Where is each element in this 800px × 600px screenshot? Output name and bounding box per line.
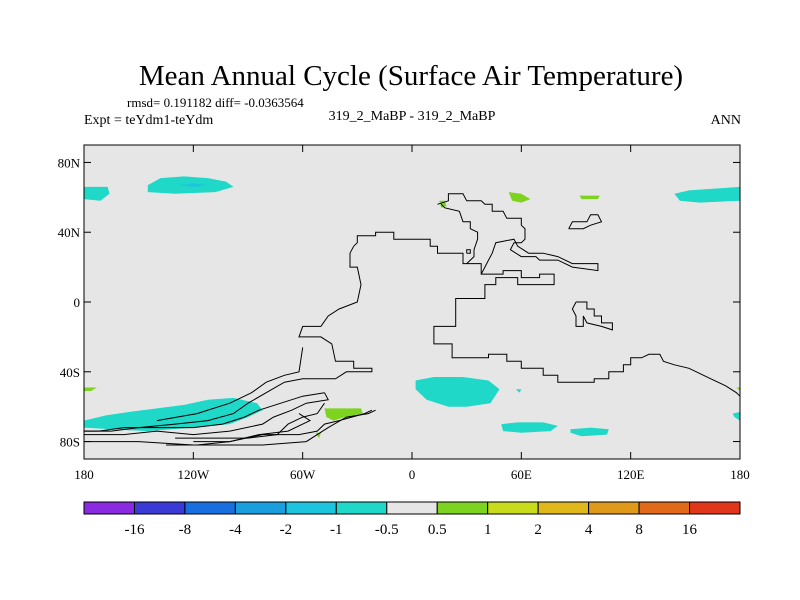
colorbar-swatch xyxy=(285,501,337,515)
case-label: 319_2_MaBP - 319_2_MaBP xyxy=(329,109,496,124)
colorbar-label: -8 xyxy=(179,522,192,538)
region-southwest-cyan xyxy=(84,397,263,432)
region-south-atlantic-cyan xyxy=(415,377,500,407)
coastline-east-peninsula xyxy=(571,301,613,331)
x-axis: 180 120W 60W 0 60E 120E 180 xyxy=(74,145,750,482)
coastline-andes-inner xyxy=(156,347,304,422)
coastline-greenland-inner xyxy=(440,203,479,264)
region-west-edge-green xyxy=(84,387,97,391)
colorbar-label: 4 xyxy=(585,522,593,538)
colorbar-swatch xyxy=(133,501,186,515)
region-east-green xyxy=(579,195,600,200)
coastline-south-3 xyxy=(175,402,325,439)
colorbar-label: -1 xyxy=(330,522,343,538)
colorbar-label: -16 xyxy=(124,522,144,538)
coastline-small-marker xyxy=(466,249,471,254)
region-siberia-green xyxy=(508,192,531,203)
coastline-landmass-main xyxy=(353,231,740,397)
region-green-small xyxy=(315,432,321,439)
region-north-pacific-blue-core xyxy=(178,183,208,187)
colorbar-label: 16 xyxy=(682,522,698,538)
y-tick-label: 0 xyxy=(74,295,81,310)
region-small-cyan-dot xyxy=(515,389,522,393)
coastline-south-6 xyxy=(84,409,376,446)
coastline-greenland-chain xyxy=(437,193,599,275)
chart-title: Mean Annual Cycle (Surface Air Temperatu… xyxy=(139,60,683,92)
y-tick-label: 40S xyxy=(60,365,80,380)
colorbar-swatch xyxy=(487,501,539,515)
region-south-cyan-1 xyxy=(501,422,558,433)
region-east-edge-south-cyan xyxy=(732,411,740,421)
colorbar-label: -2 xyxy=(280,522,293,538)
colorbar-swatch xyxy=(537,501,590,515)
x-tick-label: 180 xyxy=(730,467,750,482)
region-greenland-green xyxy=(439,200,447,208)
colorbar-swatch xyxy=(436,501,489,515)
y-tick-label: 80N xyxy=(58,155,81,170)
y-axis: 80N 40N 0 40S 80S xyxy=(58,155,740,450)
colorbar-swatch xyxy=(588,501,640,515)
region-west-edge-north-cyan xyxy=(84,186,110,201)
x-tick-label: 60E xyxy=(511,467,532,482)
x-tick-label: 120W xyxy=(177,467,210,482)
colorbar-swatch xyxy=(638,501,691,515)
colorbar-swatch xyxy=(335,501,388,515)
data-regions xyxy=(84,176,740,439)
colorbar-swatch xyxy=(184,501,236,515)
x-tick-label: 120E xyxy=(617,467,645,482)
colorbar-swatch xyxy=(234,501,287,515)
region-east-edge-green xyxy=(736,387,740,391)
coastline-east-north-polyline xyxy=(568,214,603,230)
colorbar-label: 8 xyxy=(635,522,643,538)
coastline-south-2 xyxy=(84,392,329,436)
colorbar: -16 -8 -4 -2 -1 -0.5 0.5 1 2 4 8 16 xyxy=(83,501,741,538)
colorbar-label: -4 xyxy=(229,522,242,538)
coastline-west-america-outline xyxy=(84,245,373,432)
x-tick-label: 0 xyxy=(409,467,416,482)
colorbar-label: 2 xyxy=(534,522,542,538)
region-east-edge-north-cyan xyxy=(674,186,740,203)
stats-label: rmsd= 0.191182 diff= -0.0363564 xyxy=(127,95,304,110)
colorbar-label: -0.5 xyxy=(375,522,399,538)
y-tick-label: 80S xyxy=(60,435,80,450)
y-tick-label: 40N xyxy=(58,225,81,240)
x-tick-label: 60W xyxy=(290,467,316,482)
colorbar-label: 1 xyxy=(484,522,492,538)
colorbar-swatch xyxy=(689,501,741,515)
coastlines xyxy=(84,193,740,446)
region-south-cyan-2 xyxy=(570,427,609,437)
season-label: ANN xyxy=(711,113,741,128)
colorbar-swatch xyxy=(386,501,438,515)
coastline-south-1 xyxy=(84,392,325,432)
region-southwest-green xyxy=(324,408,363,421)
x-tick-label: 180 xyxy=(74,467,94,482)
colorbar-label: 0.5 xyxy=(428,522,447,538)
colorbar-swatch xyxy=(83,501,135,515)
experiment-label: Expt = teYdm1-teYdm xyxy=(84,113,213,128)
